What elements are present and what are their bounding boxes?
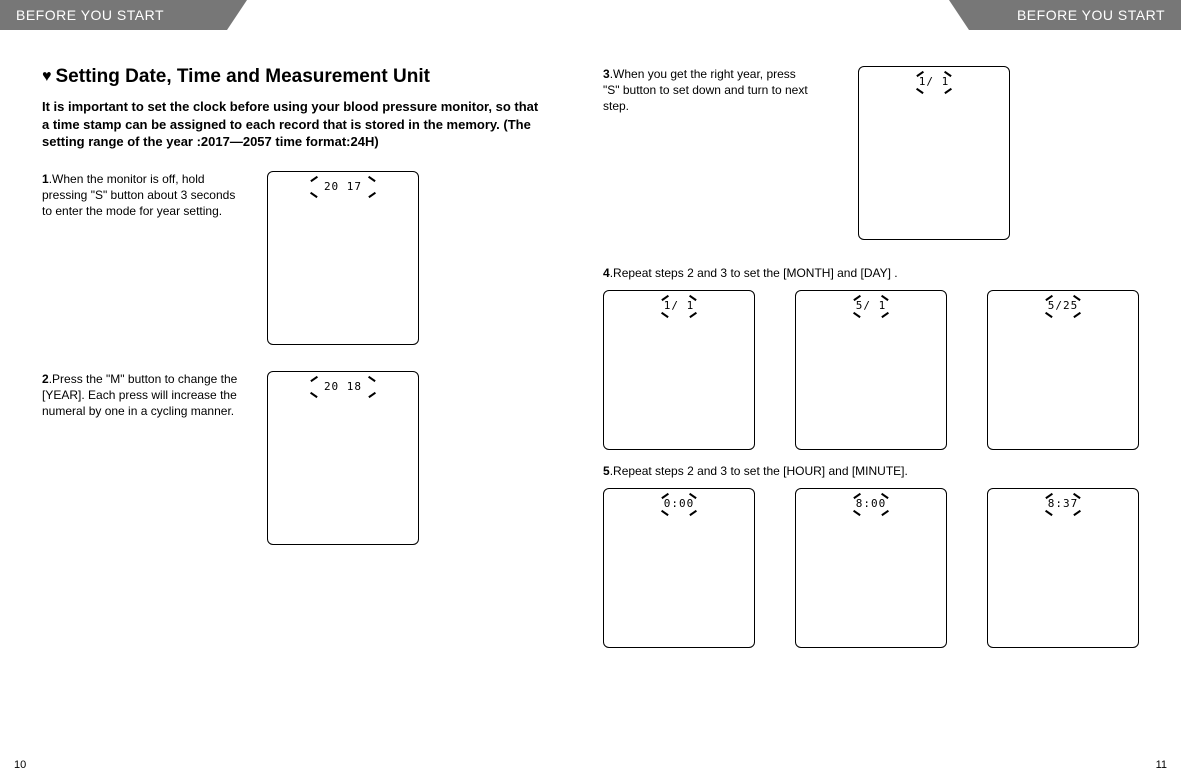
lcd-value: 20 17 (268, 180, 418, 193)
step-5-caption: 5.Repeat steps 2 and 3 to set the [HOUR]… (603, 464, 1139, 478)
lcd-month-1-1: 1/ 1 (603, 290, 755, 450)
lcd-value: 8:00 (796, 497, 946, 510)
header-right-banner: BEFORE YOU START (969, 0, 1181, 30)
step-1: 1.When the monitor is off, hold pressing… (42, 171, 543, 345)
page-number-left: 10 (14, 759, 26, 771)
step-2-text: 2.Press the "M" button to change the [YE… (42, 371, 247, 420)
right-page: 3.When you get the right year, press "S"… (603, 60, 1139, 739)
section-title: ♥Setting Date, Time and Measurement Unit (42, 66, 543, 88)
lcd-day-5-25: 5/25 (987, 290, 1139, 450)
page-spread: BEFORE YOU START BEFORE YOU START ♥Setti… (0, 0, 1181, 779)
step-5-row: 0:00 8:00 8:37 (603, 488, 1139, 648)
intro-text: It is important to set the clock before … (42, 98, 543, 151)
lcd-value: 1/ 1 (604, 299, 754, 312)
header-left-banner: BEFORE YOU START (0, 0, 227, 30)
lcd-value: 1/ 1 (859, 75, 1009, 88)
lcd-value: 5/25 (988, 299, 1138, 312)
step-2: 2.Press the "M" button to change the [YE… (42, 371, 543, 545)
lcd-date-1-1: 1/ 1 (858, 66, 1010, 240)
lcd-time-800: 8:00 (795, 488, 947, 648)
title-text: Setting Date, Time and Measurement Unit (56, 66, 430, 87)
step-3: 3.When you get the right year, press "S"… (603, 66, 1139, 240)
lcd-month-5-1: 5/ 1 (795, 290, 947, 450)
lcd-value: 20 18 (268, 380, 418, 393)
content-area: ♥Setting Date, Time and Measurement Unit… (42, 60, 1139, 739)
lcd-value: 0:00 (604, 497, 754, 510)
page-number-right: 11 (1156, 759, 1167, 771)
lcd-year-2017: 20 17 (267, 171, 419, 345)
lcd-value: 5/ 1 (796, 299, 946, 312)
step-4-caption: 4.Repeat steps 2 and 3 to set the [MONTH… (603, 266, 1139, 280)
lcd-time-000: 0:00 (603, 488, 755, 648)
left-page: ♥Setting Date, Time and Measurement Unit… (42, 60, 543, 739)
lcd-year-2018: 20 18 (267, 371, 419, 545)
lcd-time-837: 8:37 (987, 488, 1139, 648)
step-1-text: 1.When the monitor is off, hold pressing… (42, 171, 247, 220)
step-3-text: 3.When you get the right year, press "S"… (603, 66, 808, 115)
lcd-value: 8:37 (988, 497, 1138, 510)
heart-icon: ♥ (42, 68, 52, 85)
step-4-row: 1/ 1 5/ 1 5/25 (603, 290, 1139, 450)
